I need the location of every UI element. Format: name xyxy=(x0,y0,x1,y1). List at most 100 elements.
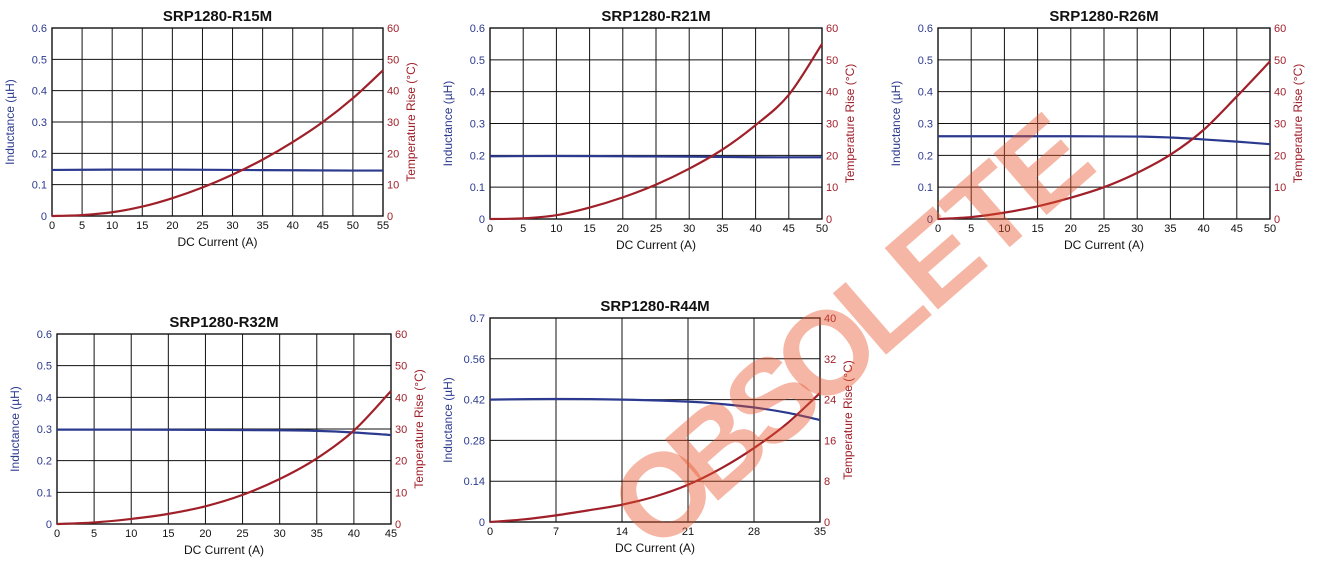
y-right-tick-label: 10 xyxy=(826,182,838,194)
inductance-line xyxy=(489,154,823,159)
y-left-tick-label: 0.42 xyxy=(464,395,485,407)
y-left-tick-label: 0.5 xyxy=(918,55,933,67)
y-right-tick-label: 16 xyxy=(824,435,836,447)
y-left-tick-label: 0 xyxy=(927,214,933,226)
x-tick-label: 0 xyxy=(54,528,60,540)
x-tick-label: 14 xyxy=(616,526,628,538)
y-right-tick-label: 60 xyxy=(395,329,407,341)
x-tick-label: 15 xyxy=(162,528,174,540)
y-right-tick-label: 0 xyxy=(1274,214,1280,226)
y-left-tick-label: 0.3 xyxy=(470,119,485,131)
y-right-axis-label: Temperature Rise (°C) xyxy=(841,360,855,480)
y-right-tick-label: 40 xyxy=(395,392,407,404)
x-tick-label: 10 xyxy=(998,223,1010,235)
y-right-tick-label: 40 xyxy=(826,87,838,99)
inductance-line xyxy=(937,135,1271,146)
y-left-tick-label: 0.1 xyxy=(37,487,52,499)
chart-title: SRP1280-R15M xyxy=(163,8,272,25)
y-left-tick-label: 0.5 xyxy=(470,55,485,67)
temperature-rise-line xyxy=(56,390,392,526)
y-left-tick-label: 0.14 xyxy=(464,476,485,488)
x-tick-label: 30 xyxy=(1131,223,1143,235)
x-tick-label: 20 xyxy=(199,528,211,540)
y-left-tick-label: 0.6 xyxy=(32,23,47,35)
y-left-tick-label: 0.2 xyxy=(470,150,485,162)
x-tick-label: 5 xyxy=(79,220,85,232)
x-tick-label: 30 xyxy=(683,223,695,235)
y-right-tick-label: 60 xyxy=(387,23,399,35)
y-left-tick-label: 0.5 xyxy=(37,361,52,373)
y-left-tick-label: 0.6 xyxy=(470,23,485,35)
x-tick-label: 5 xyxy=(520,223,526,235)
x-tick-label: 0 xyxy=(49,220,55,232)
y-left-tick-label: 0.5 xyxy=(32,54,47,66)
y-right-tick-label: 30 xyxy=(387,117,399,129)
x-tick-label: 25 xyxy=(1098,223,1110,235)
y-right-tick-label: 32 xyxy=(824,354,836,366)
x-tick-label: 35 xyxy=(1164,223,1176,235)
x-tick-label: 0 xyxy=(487,223,493,235)
plot-frame xyxy=(937,27,1271,220)
x-tick-label: 40 xyxy=(749,223,761,235)
x-tick-label: 10 xyxy=(125,528,137,540)
y-right-tick-label: 0 xyxy=(824,517,830,529)
y-left-tick-label: 0.4 xyxy=(37,392,52,404)
y-left-tick-label: 0.2 xyxy=(37,456,52,468)
y-left-tick-label: 0.6 xyxy=(37,329,52,341)
y-left-tick-label: 0.2 xyxy=(32,148,47,160)
y-right-axis-label: Temperature Rise (°C) xyxy=(412,369,426,489)
x-axis-label: DC Current (A) xyxy=(615,541,695,555)
y-left-axis-label: Inductance (µH) xyxy=(889,81,903,167)
x-axis-label: DC Current (A) xyxy=(616,238,696,252)
y-left-tick-label: 0 xyxy=(46,519,52,531)
chart-title: SRP1280-R44M xyxy=(600,298,709,315)
y-left-tick-label: 0.4 xyxy=(32,86,47,98)
y-left-tick-label: 0.28 xyxy=(464,435,485,447)
y-right-axis-label: Temperature Rise (°C) xyxy=(843,64,857,184)
x-tick-label: 7 xyxy=(553,526,559,538)
x-tick-label: 35 xyxy=(257,220,269,232)
y-left-tick-label: 0.4 xyxy=(918,87,933,99)
x-tick-label: 15 xyxy=(136,220,148,232)
plot-frame xyxy=(51,27,384,217)
inductance-line xyxy=(51,168,384,172)
x-tick-label: 0 xyxy=(935,223,941,235)
y-right-tick-label: 20 xyxy=(387,148,399,160)
x-tick-label: 21 xyxy=(682,526,694,538)
x-tick-label: 25 xyxy=(236,528,248,540)
x-tick-label: 30 xyxy=(274,528,286,540)
y-right-tick-label: 30 xyxy=(826,119,838,131)
y-left-tick-label: 0.4 xyxy=(470,87,485,99)
y-left-tick-label: 0.56 xyxy=(464,354,485,366)
x-tick-label: 30 xyxy=(226,220,238,232)
x-tick-label: 10 xyxy=(550,223,562,235)
y-right-tick-label: 60 xyxy=(826,23,838,35)
y-right-tick-label: 40 xyxy=(824,313,836,325)
inductance-line xyxy=(56,428,392,437)
y-left-tick-label: 0.2 xyxy=(918,150,933,162)
x-tick-label: 35 xyxy=(814,526,826,538)
y-right-tick-label: 60 xyxy=(1274,23,1286,35)
y-right-tick-label: 50 xyxy=(826,55,838,67)
y-right-tick-label: 0 xyxy=(826,214,832,226)
x-tick-label: 15 xyxy=(1031,223,1043,235)
y-left-tick-label: 0.6 xyxy=(918,23,933,35)
x-tick-label: 28 xyxy=(748,526,760,538)
x-tick-label: 0 xyxy=(487,526,493,538)
y-right-tick-label: 8 xyxy=(824,476,830,488)
x-tick-label: 20 xyxy=(617,223,629,235)
y-left-tick-label: 0.1 xyxy=(470,182,485,194)
y-right-tick-label: 30 xyxy=(395,424,407,436)
x-tick-label: 40 xyxy=(1197,223,1209,235)
y-left-tick-label: 0.1 xyxy=(918,182,933,194)
y-left-tick-label: 0 xyxy=(479,517,485,529)
y-right-tick-label: 30 xyxy=(1274,119,1286,131)
y-left-axis-label: Inductance (µH) xyxy=(441,81,455,167)
x-tick-label: 20 xyxy=(166,220,178,232)
